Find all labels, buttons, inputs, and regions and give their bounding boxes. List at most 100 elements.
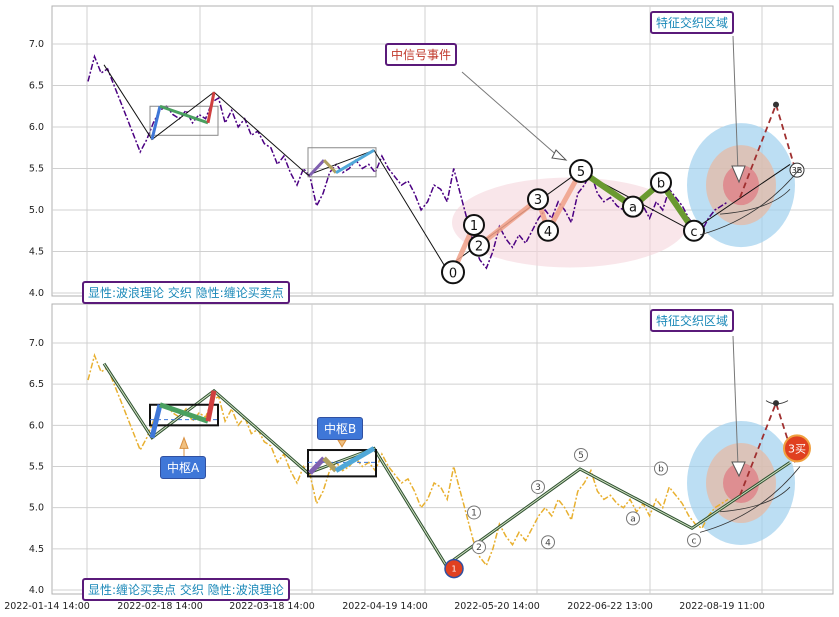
bottom-bi-line-outer bbox=[102, 362, 791, 568]
x-tick-3: 2022-04-19 14:00 bbox=[342, 601, 428, 612]
x-tick-5: 2022-06-22 13:00 bbox=[567, 601, 653, 612]
top-wave-label-4: 4 bbox=[544, 225, 552, 240]
bottom-seg-2 bbox=[159, 402, 209, 424]
bottom-buy1-label: 1 bbox=[451, 565, 456, 574]
top-wave-label-0: 0 bbox=[449, 266, 457, 281]
top-wave-point-2 bbox=[468, 234, 490, 257]
panel-frame-1 bbox=[51, 303, 834, 595]
y-tick-0-1: 4.5 bbox=[29, 247, 44, 258]
bottom-wave-label-b: b bbox=[658, 464, 664, 474]
bottom-wave-label-1: 1 bbox=[471, 508, 477, 518]
bottom-wave-label-4: 4 bbox=[545, 538, 551, 548]
top-seg-4 bbox=[308, 159, 326, 177]
top-event-arrow bbox=[461, 71, 561, 159]
top-wave-label-5: 5 bbox=[577, 165, 585, 180]
top-wave-label-a: a bbox=[629, 201, 637, 216]
top-wave-label-3: 3 bbox=[534, 193, 542, 208]
bottom-wave-point-2 bbox=[472, 540, 486, 555]
bottom-legend: 显性:缠论买卖点 交织 隐性:波浪理论 bbox=[82, 578, 290, 601]
bottom-wave-label-a: a bbox=[630, 514, 636, 524]
bottom-wave-label-3: 3 bbox=[535, 483, 541, 493]
bottom-buy3-marker bbox=[783, 434, 811, 463]
y-tick-0-6: 7.0 bbox=[29, 39, 44, 50]
top-zone-inner bbox=[723, 165, 759, 206]
top-seg-2 bbox=[159, 104, 209, 125]
bottom-arc-2 bbox=[719, 486, 791, 513]
top-arc-1 bbox=[699, 168, 801, 236]
y-tick-0-3: 5.5 bbox=[29, 164, 44, 175]
x-tick-6: 2022-08-19 11:00 bbox=[679, 601, 765, 612]
zhongshu-a-label: 中枢A bbox=[160, 456, 207, 479]
top-wave-point-0 bbox=[441, 260, 465, 285]
bottom-region-label: 特征交织区域 bbox=[650, 309, 735, 332]
bottom-projection-tip bbox=[773, 400, 779, 407]
top-projection-tip bbox=[773, 101, 779, 108]
top-projection bbox=[739, 101, 796, 198]
top-price-line bbox=[87, 54, 729, 270]
bottom-wave-point-1 bbox=[467, 505, 481, 520]
top-event-label: 中信号事件 bbox=[385, 43, 458, 66]
bottom-seg-6 bbox=[334, 446, 376, 473]
x-tick-0: 2022-01-14 14:00 bbox=[4, 601, 90, 612]
top-region-arrow bbox=[732, 35, 739, 173]
bottom-wave-point-4 bbox=[541, 535, 555, 550]
bottom-wave-point-5 bbox=[574, 447, 588, 462]
top-seg-6 bbox=[335, 148, 375, 174]
y-tick-0-2: 5.0 bbox=[29, 205, 44, 216]
top-wave-point-a bbox=[622, 195, 644, 218]
top-wave-label-c: c bbox=[690, 225, 697, 240]
top-region-arrowhead bbox=[731, 165, 746, 184]
bottom-wave-label-c: c bbox=[692, 536, 697, 546]
bottom-wave-point-c bbox=[687, 533, 701, 548]
top-wave-point-3 bbox=[527, 188, 549, 211]
bottom-bi-line-inner bbox=[103, 363, 791, 567]
y-tick-1-4: 6.0 bbox=[29, 420, 44, 431]
bottom-buy3-label: 3买 bbox=[788, 442, 806, 455]
zhongshu-b-label: 中枢B bbox=[317, 417, 364, 440]
y-tick-1-0: 4.0 bbox=[29, 585, 44, 596]
y-tick-0-0: 4.0 bbox=[29, 288, 44, 299]
bottom-zhongshu-b bbox=[307, 449, 377, 478]
bottom-seg-5 bbox=[322, 456, 338, 473]
top-seg-3 bbox=[206, 91, 216, 124]
top-legend: 显性:波浪理论 交织 隐性:缠论买卖点 bbox=[82, 281, 290, 304]
top-wave-point-4 bbox=[537, 219, 559, 242]
top-seg-1 bbox=[150, 105, 162, 140]
bottom-buy1-marker bbox=[444, 558, 464, 579]
top-event-arrowhead bbox=[551, 149, 568, 161]
top-wave-label-2: 2 bbox=[475, 240, 483, 255]
bottom-seg-3 bbox=[205, 390, 217, 422]
bottom-wave-label-2: 2 bbox=[476, 543, 482, 553]
top-3b-marker bbox=[789, 162, 805, 178]
bottom-region-arrow bbox=[732, 335, 739, 467]
bottom-wave-point-a bbox=[626, 511, 640, 526]
zhongshu-b-arrowhead bbox=[337, 439, 347, 448]
top-wave-seg-2 bbox=[477, 197, 540, 248]
bottom-projection-cap bbox=[765, 400, 789, 405]
bottom-price-line bbox=[87, 353, 729, 567]
top-wave-point-c bbox=[683, 219, 705, 242]
top-region-label: 特征交织区域 bbox=[650, 11, 735, 34]
top-wave-point-1 bbox=[463, 213, 485, 236]
y-tick-1-3: 5.5 bbox=[29, 462, 44, 473]
top-wave-point-5 bbox=[569, 158, 593, 183]
y-tick-1-6: 7.0 bbox=[29, 338, 44, 349]
top-seg-5 bbox=[322, 159, 338, 174]
top-wave-point-b bbox=[650, 171, 672, 194]
x-tick-2: 2022-03-18 14:00 bbox=[229, 601, 315, 612]
y-tick-0-4: 6.0 bbox=[29, 122, 44, 133]
top-zhongshu-a bbox=[149, 105, 219, 136]
y-tick-0-5: 6.5 bbox=[29, 81, 44, 92]
y-tick-1-1: 4.5 bbox=[29, 544, 44, 555]
bottom-wave-point-b bbox=[654, 461, 668, 476]
bottom-wave-point-3 bbox=[531, 479, 545, 494]
bottom-seg-4 bbox=[308, 456, 326, 475]
top-bi-line bbox=[103, 64, 791, 269]
y-tick-1-5: 6.5 bbox=[29, 379, 44, 390]
y-tick-1-2: 5.0 bbox=[29, 503, 44, 514]
bottom-region-arrowhead bbox=[731, 461, 746, 478]
bottom-wave-label-5: 5 bbox=[578, 451, 584, 461]
top-wave-label-b: b bbox=[657, 177, 665, 192]
bottom-zone-inner bbox=[723, 462, 759, 503]
